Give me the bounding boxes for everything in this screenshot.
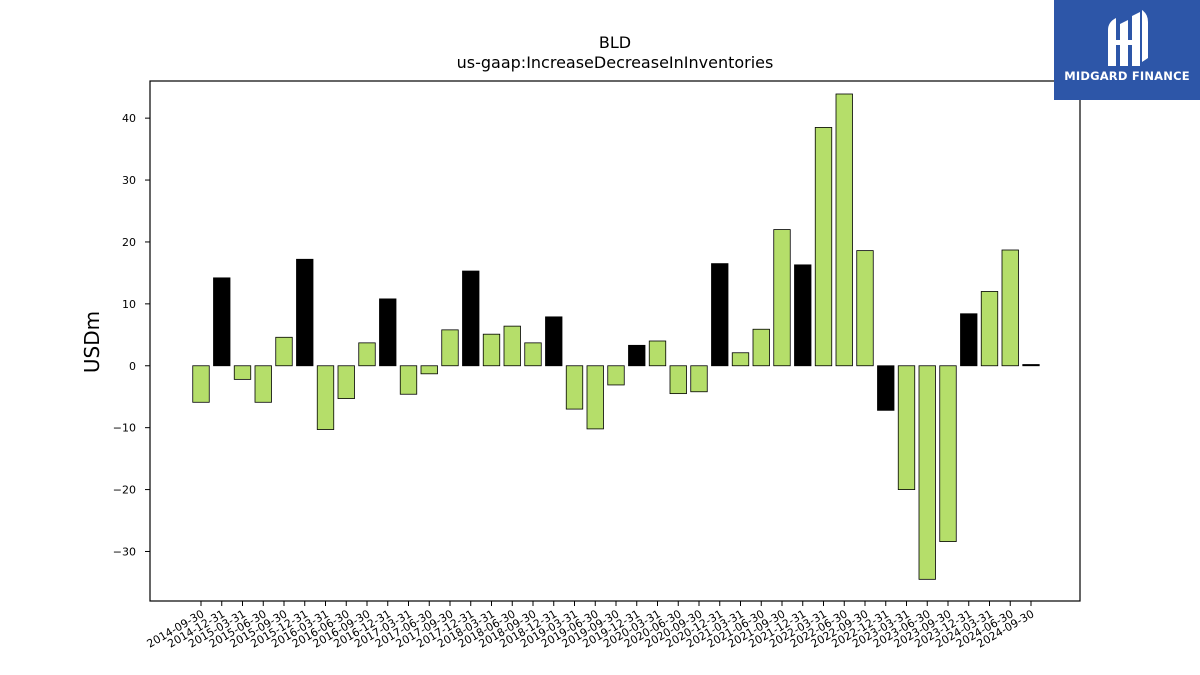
y-tick-label: 0 [129,360,136,373]
bar-2020-03-31 [648,340,667,367]
chart-subtitle: us-gaap:IncreaseDecreaseInInventories [457,53,774,72]
bar-2021-06-30 [752,328,770,367]
bar-2023-06-30 [918,365,936,580]
y-tick-label: 30 [122,174,136,187]
y-tick-label: −20 [113,484,136,497]
bar-2020-09-30 [690,365,708,393]
bar-2015-06-30 [254,365,272,403]
bar-2020-06-30 [669,365,687,395]
y-tick-label: 20 [122,236,136,249]
y-axis-label: USDm [80,311,104,373]
bar-2019-12-31 [628,344,646,367]
bar-2016-03-31 [316,365,335,430]
bar-2015-12-31 [296,258,314,367]
x-axis-ticks: 2014-09-302014-12-312015-03-312015-06-30… [145,601,1037,651]
bar-2019-03-31 [565,365,584,410]
bar-2015-09-30 [275,336,293,367]
bar-2022-03-31 [814,127,833,367]
bar-2018-09-30 [524,342,542,367]
y-tick-label: −10 [113,422,136,435]
y-tick-label: 10 [122,298,136,311]
y-tick-label: 40 [122,112,136,125]
bar-2022-06-30 [835,93,853,367]
bars-group [192,93,1040,580]
bar-2019-09-30 [607,365,625,386]
bar-2017-09-30 [441,329,459,367]
bar-2017-06-30 [420,365,438,375]
bar-2017-12-31 [462,270,480,367]
bar-2019-06-30 [586,365,604,430]
chart-title: BLD [599,33,631,52]
bar-2014-09-30 [192,365,210,403]
bar-2016-06-30 [337,365,355,399]
bar-2017-03-31 [399,365,418,395]
bar-2021-12-31 [794,264,812,367]
bar-2023-12-31 [960,313,978,367]
bar-2014-12-31 [213,277,231,367]
bar-2024-09-30 [1022,364,1040,367]
bar-2016-12-31 [379,298,397,367]
midgard-finance-logo: MIDGARD FINANCE [1054,0,1200,100]
logo-text: MIDGARD FINANCE [1064,69,1190,83]
y-axis-ticks: −30 −20 −10 0 10 20 30 40 [113,112,150,558]
bar-2024-06-30 [1001,249,1019,367]
bar-2018-12-31 [545,316,563,367]
bar-2022-09-30 [856,250,874,367]
midgard-logo-icon [1108,10,1148,66]
bar-2021-03-31 [731,352,750,367]
bar-2020-12-31 [711,263,729,367]
bar-2021-09-30 [773,229,791,367]
bar-2024-03-31 [980,291,999,367]
bar-2015-03-31 [233,365,252,380]
y-tick-label: −30 [113,545,136,558]
bar-2023-09-30 [939,365,957,542]
plot-frame [149,80,1081,602]
bar-2018-06-30 [503,325,521,367]
bar-2022-12-31 [877,365,895,411]
bar-2018-03-31 [482,333,501,367]
bar-2016-09-30 [358,342,376,367]
bar-2023-03-31 [897,365,916,490]
